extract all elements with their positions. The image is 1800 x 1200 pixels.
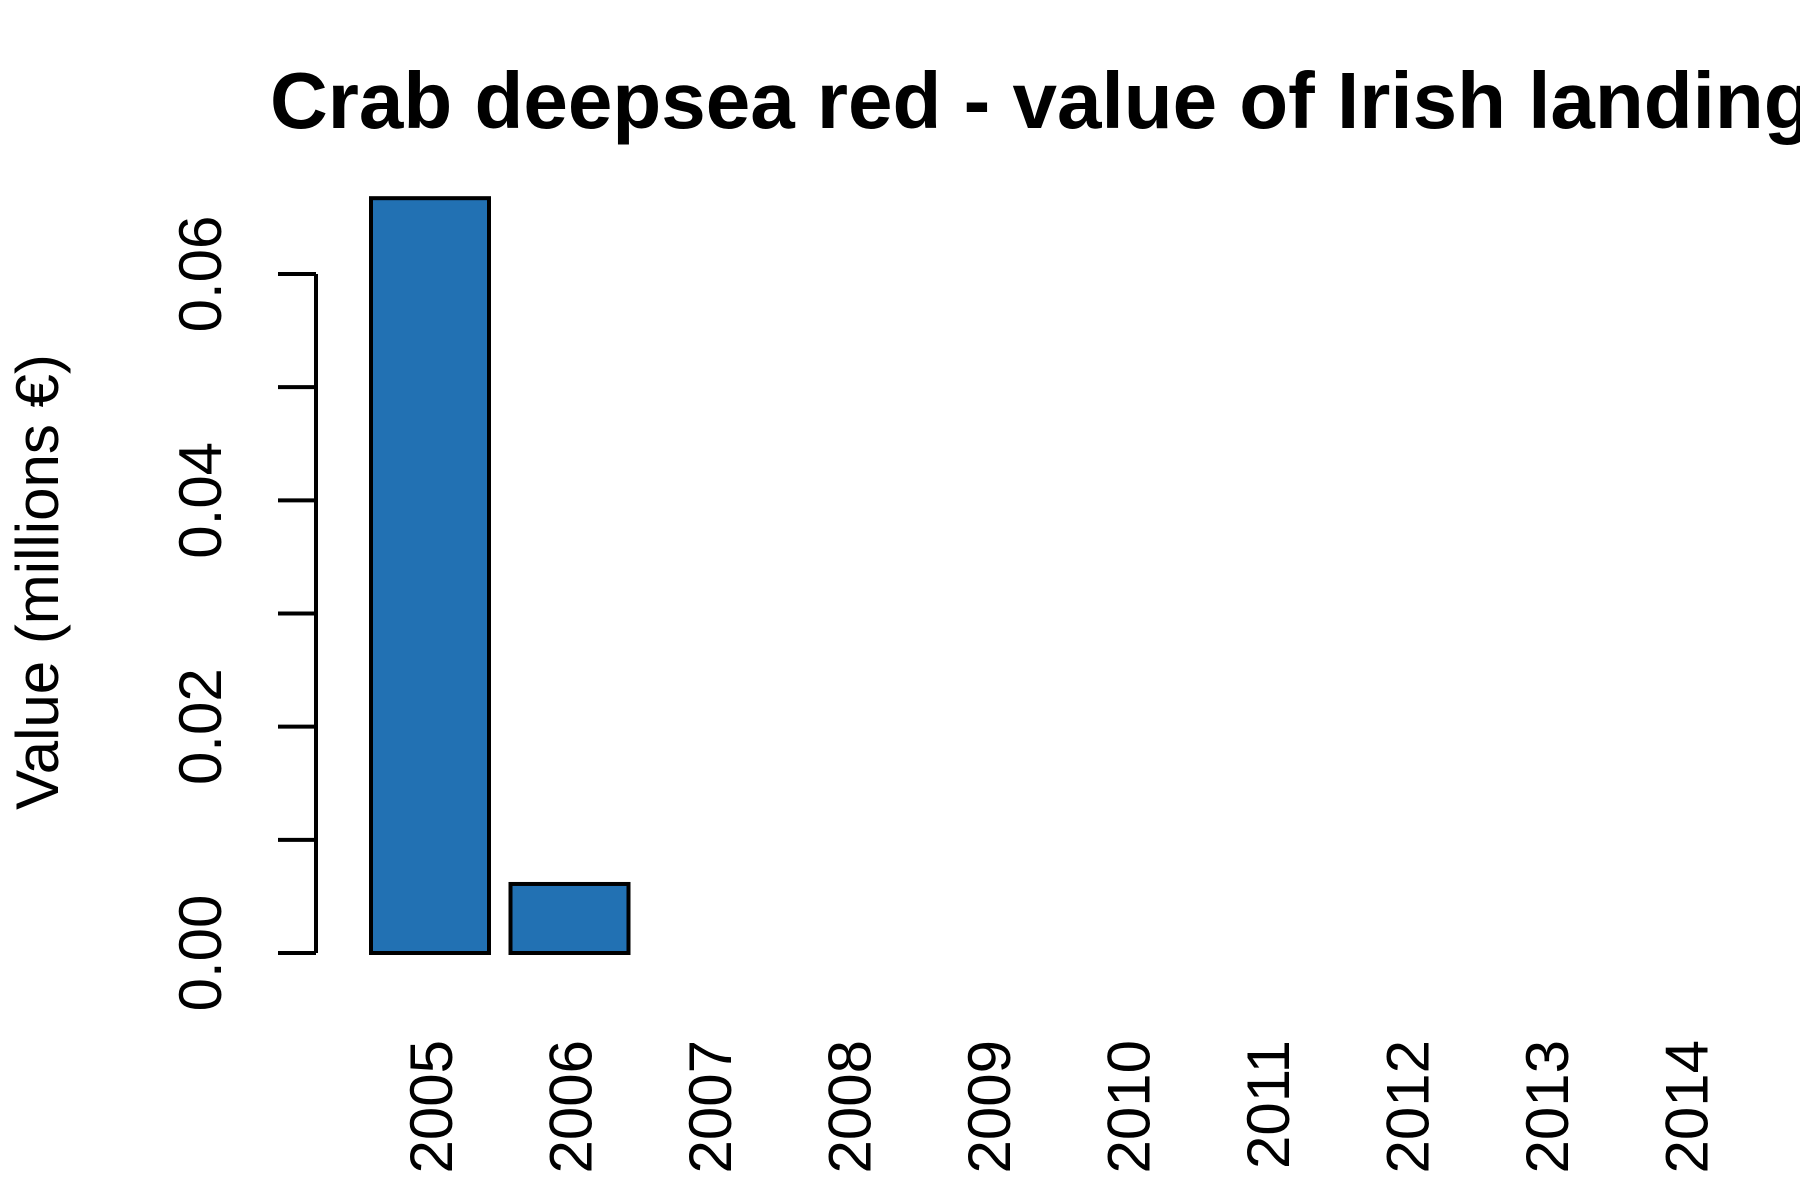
y-tick-label: 0.02 [167,668,234,785]
x-tick-label-2010: 2010 [1096,1040,1163,1173]
x-tick-label-2007: 2007 [677,1040,744,1173]
x-tick-label-2005: 2005 [398,1040,465,1173]
x-tick-label-2009: 2009 [956,1040,1023,1173]
x-tick-label-2014: 2014 [1654,1040,1721,1173]
x-tick-label-2012: 2012 [1375,1040,1442,1173]
x-tick-label-2013: 2013 [1514,1040,1581,1173]
y-tick-label: 0.04 [167,442,234,559]
x-tick-label-2008: 2008 [817,1040,884,1173]
x-tick-label-2011: 2011 [1235,1040,1302,1169]
x-axis-ticks: 2005 2006 2007 2008 2009 2010 2011 2012 2013 2014 [398,1040,1721,1173]
bars [369,196,631,955]
x-tick-label-2006: 2006 [538,1040,605,1173]
y-tick-label: 0.06 [167,216,234,333]
bar-2006 [508,881,631,955]
y-axis: 0.00 0.02 0.04 0.06 [167,216,318,1012]
chart-title: Crab deepsea red - value of Irish landin… [270,56,1800,145]
bar-2005 [369,196,491,955]
y-tick-label: 0.00 [167,895,234,1012]
y-axis-label: Value (millions €) [4,354,71,810]
